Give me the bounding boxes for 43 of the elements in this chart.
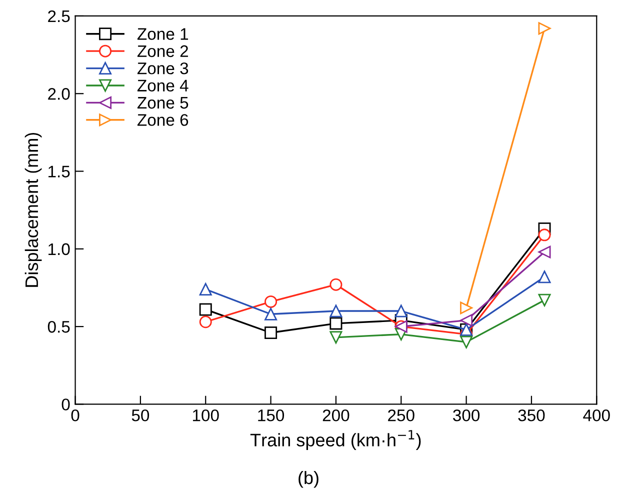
legend-label: Zone 3 bbox=[137, 62, 188, 74]
point bbox=[460, 302, 473, 314]
legend-label: Zone 6 bbox=[137, 114, 188, 126]
legend-label: Zone 2 bbox=[137, 45, 188, 58]
y-tick-label: 2.0 bbox=[48, 88, 70, 100]
point bbox=[538, 246, 551, 258]
y-tick-label: 0 bbox=[62, 398, 70, 410]
point bbox=[538, 270, 551, 284]
x-axis-title: Train speed (km·h$^{−1}$) bbox=[250, 430, 421, 450]
legend-label: Zone 4 bbox=[137, 80, 188, 92]
x-tick-label: 100 bbox=[192, 409, 219, 422]
legend-label: Zone 1 bbox=[137, 28, 188, 40]
point bbox=[460, 314, 473, 327]
point bbox=[264, 295, 278, 308]
legend-label: Zone 5 bbox=[137, 97, 188, 109]
x-tick-label: 400 bbox=[583, 409, 610, 422]
point bbox=[199, 303, 212, 316]
point bbox=[264, 326, 278, 340]
point bbox=[199, 316, 212, 328]
y-tick-label: 2.5 bbox=[48, 10, 70, 22]
x-tick-label: 300 bbox=[453, 409, 480, 422]
point bbox=[330, 278, 342, 291]
point bbox=[538, 294, 551, 306]
point bbox=[538, 228, 551, 242]
point bbox=[394, 304, 408, 318]
x-tick-label: 200 bbox=[322, 409, 350, 422]
text: (b) bbox=[298, 470, 318, 488]
point bbox=[330, 304, 342, 318]
point bbox=[460, 336, 473, 348]
point bbox=[330, 331, 342, 344]
point bbox=[264, 308, 278, 320]
x-tick-label: 50 bbox=[132, 409, 150, 422]
x-tick-label: 250 bbox=[388, 409, 414, 422]
y-tick-label: 1.5 bbox=[48, 166, 70, 178]
point bbox=[199, 283, 212, 296]
y-axis-title: Displacement (mm) bbox=[24, 132, 42, 287]
point bbox=[330, 317, 342, 330]
x-tick-label: 0 bbox=[71, 409, 80, 422]
point bbox=[538, 22, 551, 35]
x-tick-label: 350 bbox=[518, 409, 545, 422]
x-tick-label: 150 bbox=[258, 409, 284, 422]
y-tick-label: 1.0 bbox=[48, 243, 70, 256]
y-tick-label: 0.5 bbox=[48, 320, 70, 333]
